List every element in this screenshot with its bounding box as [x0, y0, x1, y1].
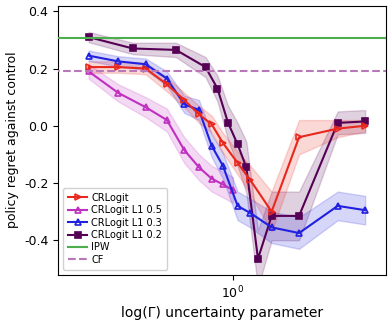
CRLogit L1 0.3 — [86, 54, 91, 58]
CRLogit — [182, 98, 187, 102]
Y-axis label: policy regret against control: policy regret against control — [5, 52, 18, 229]
CRLogit L1 0.2 — [256, 257, 260, 261]
CRLogit L1 0.2 — [336, 121, 340, 125]
CRLogit L1 0.5 — [221, 183, 225, 186]
Line: CRLogit L1 0.3: CRLogit L1 0.3 — [85, 52, 368, 236]
CRLogit — [269, 210, 274, 214]
CRLogit L1 0.5 — [116, 91, 120, 95]
Line: CRLogit L1 0.2: CRLogit L1 0.2 — [85, 34, 368, 262]
CRLogit — [363, 124, 368, 128]
CRLogit — [248, 178, 253, 182]
CRLogit L1 0.3 — [221, 164, 225, 168]
CRLogit L1 0.2 — [86, 35, 91, 39]
CRLogit — [209, 122, 214, 126]
CRLogit L1 0.2 — [215, 87, 220, 91]
X-axis label: log(Γ) uncertainty parameter: log(Γ) uncertainty parameter — [121, 306, 323, 320]
CRLogit L1 0.2 — [174, 48, 178, 52]
CRLogit L1 0.3 — [363, 208, 368, 212]
CRLogit L1 0.2 — [363, 120, 368, 124]
CRLogit L1 0.3 — [297, 231, 301, 235]
CRLogit L1 0.3 — [248, 211, 253, 215]
CRLogit L1 0.2 — [297, 214, 301, 218]
CRLogit — [165, 82, 169, 86]
Legend: CRLogit, CRLogit L1 0.5, CRLogit L1 0.3, CRLogit L1 0.2, IPW, CF: CRLogit, CRLogit L1 0.5, CRLogit L1 0.3,… — [63, 188, 167, 270]
CRLogit L1 0.3 — [235, 204, 240, 208]
CRLogit L1 0.5 — [165, 118, 169, 122]
CRLogit L1 0.2 — [203, 65, 208, 69]
CRLogit — [297, 135, 301, 139]
CRLogit L1 0.2 — [235, 142, 240, 146]
CRLogit L1 0.3 — [165, 77, 169, 81]
CRLogit L1 0.2 — [226, 121, 230, 125]
CRLogit L1 0.5 — [86, 69, 91, 73]
CRLogit — [197, 112, 201, 116]
CRLogit L1 0.3 — [116, 59, 120, 63]
CRLogit L1 0.5 — [230, 188, 235, 192]
CRLogit L1 0.3 — [143, 62, 148, 66]
CRLogit L1 0.5 — [209, 177, 214, 181]
CRLogit — [221, 141, 225, 145]
CRLogit L1 0.5 — [143, 105, 148, 109]
CRLogit — [143, 67, 148, 70]
CRLogit L1 0.3 — [197, 108, 201, 112]
CRLogit L1 0.3 — [209, 144, 214, 148]
CRLogit — [235, 161, 240, 165]
Line: CRLogit L1 0.5: CRLogit L1 0.5 — [85, 68, 236, 193]
CRLogit L1 0.2 — [131, 47, 135, 51]
CRLogit L1 0.5 — [197, 165, 201, 169]
Line: CRLogit: CRLogit — [85, 64, 368, 215]
CRLogit L1 0.5 — [182, 148, 187, 152]
CRLogit L1 0.3 — [336, 204, 340, 208]
CRLogit L1 0.2 — [244, 165, 249, 169]
CRLogit — [116, 65, 120, 69]
CRLogit — [336, 127, 340, 131]
CRLogit L1 0.2 — [269, 214, 274, 218]
CRLogit L1 0.3 — [182, 102, 187, 106]
CRLogit — [86, 65, 91, 69]
CRLogit L1 0.3 — [269, 225, 274, 229]
